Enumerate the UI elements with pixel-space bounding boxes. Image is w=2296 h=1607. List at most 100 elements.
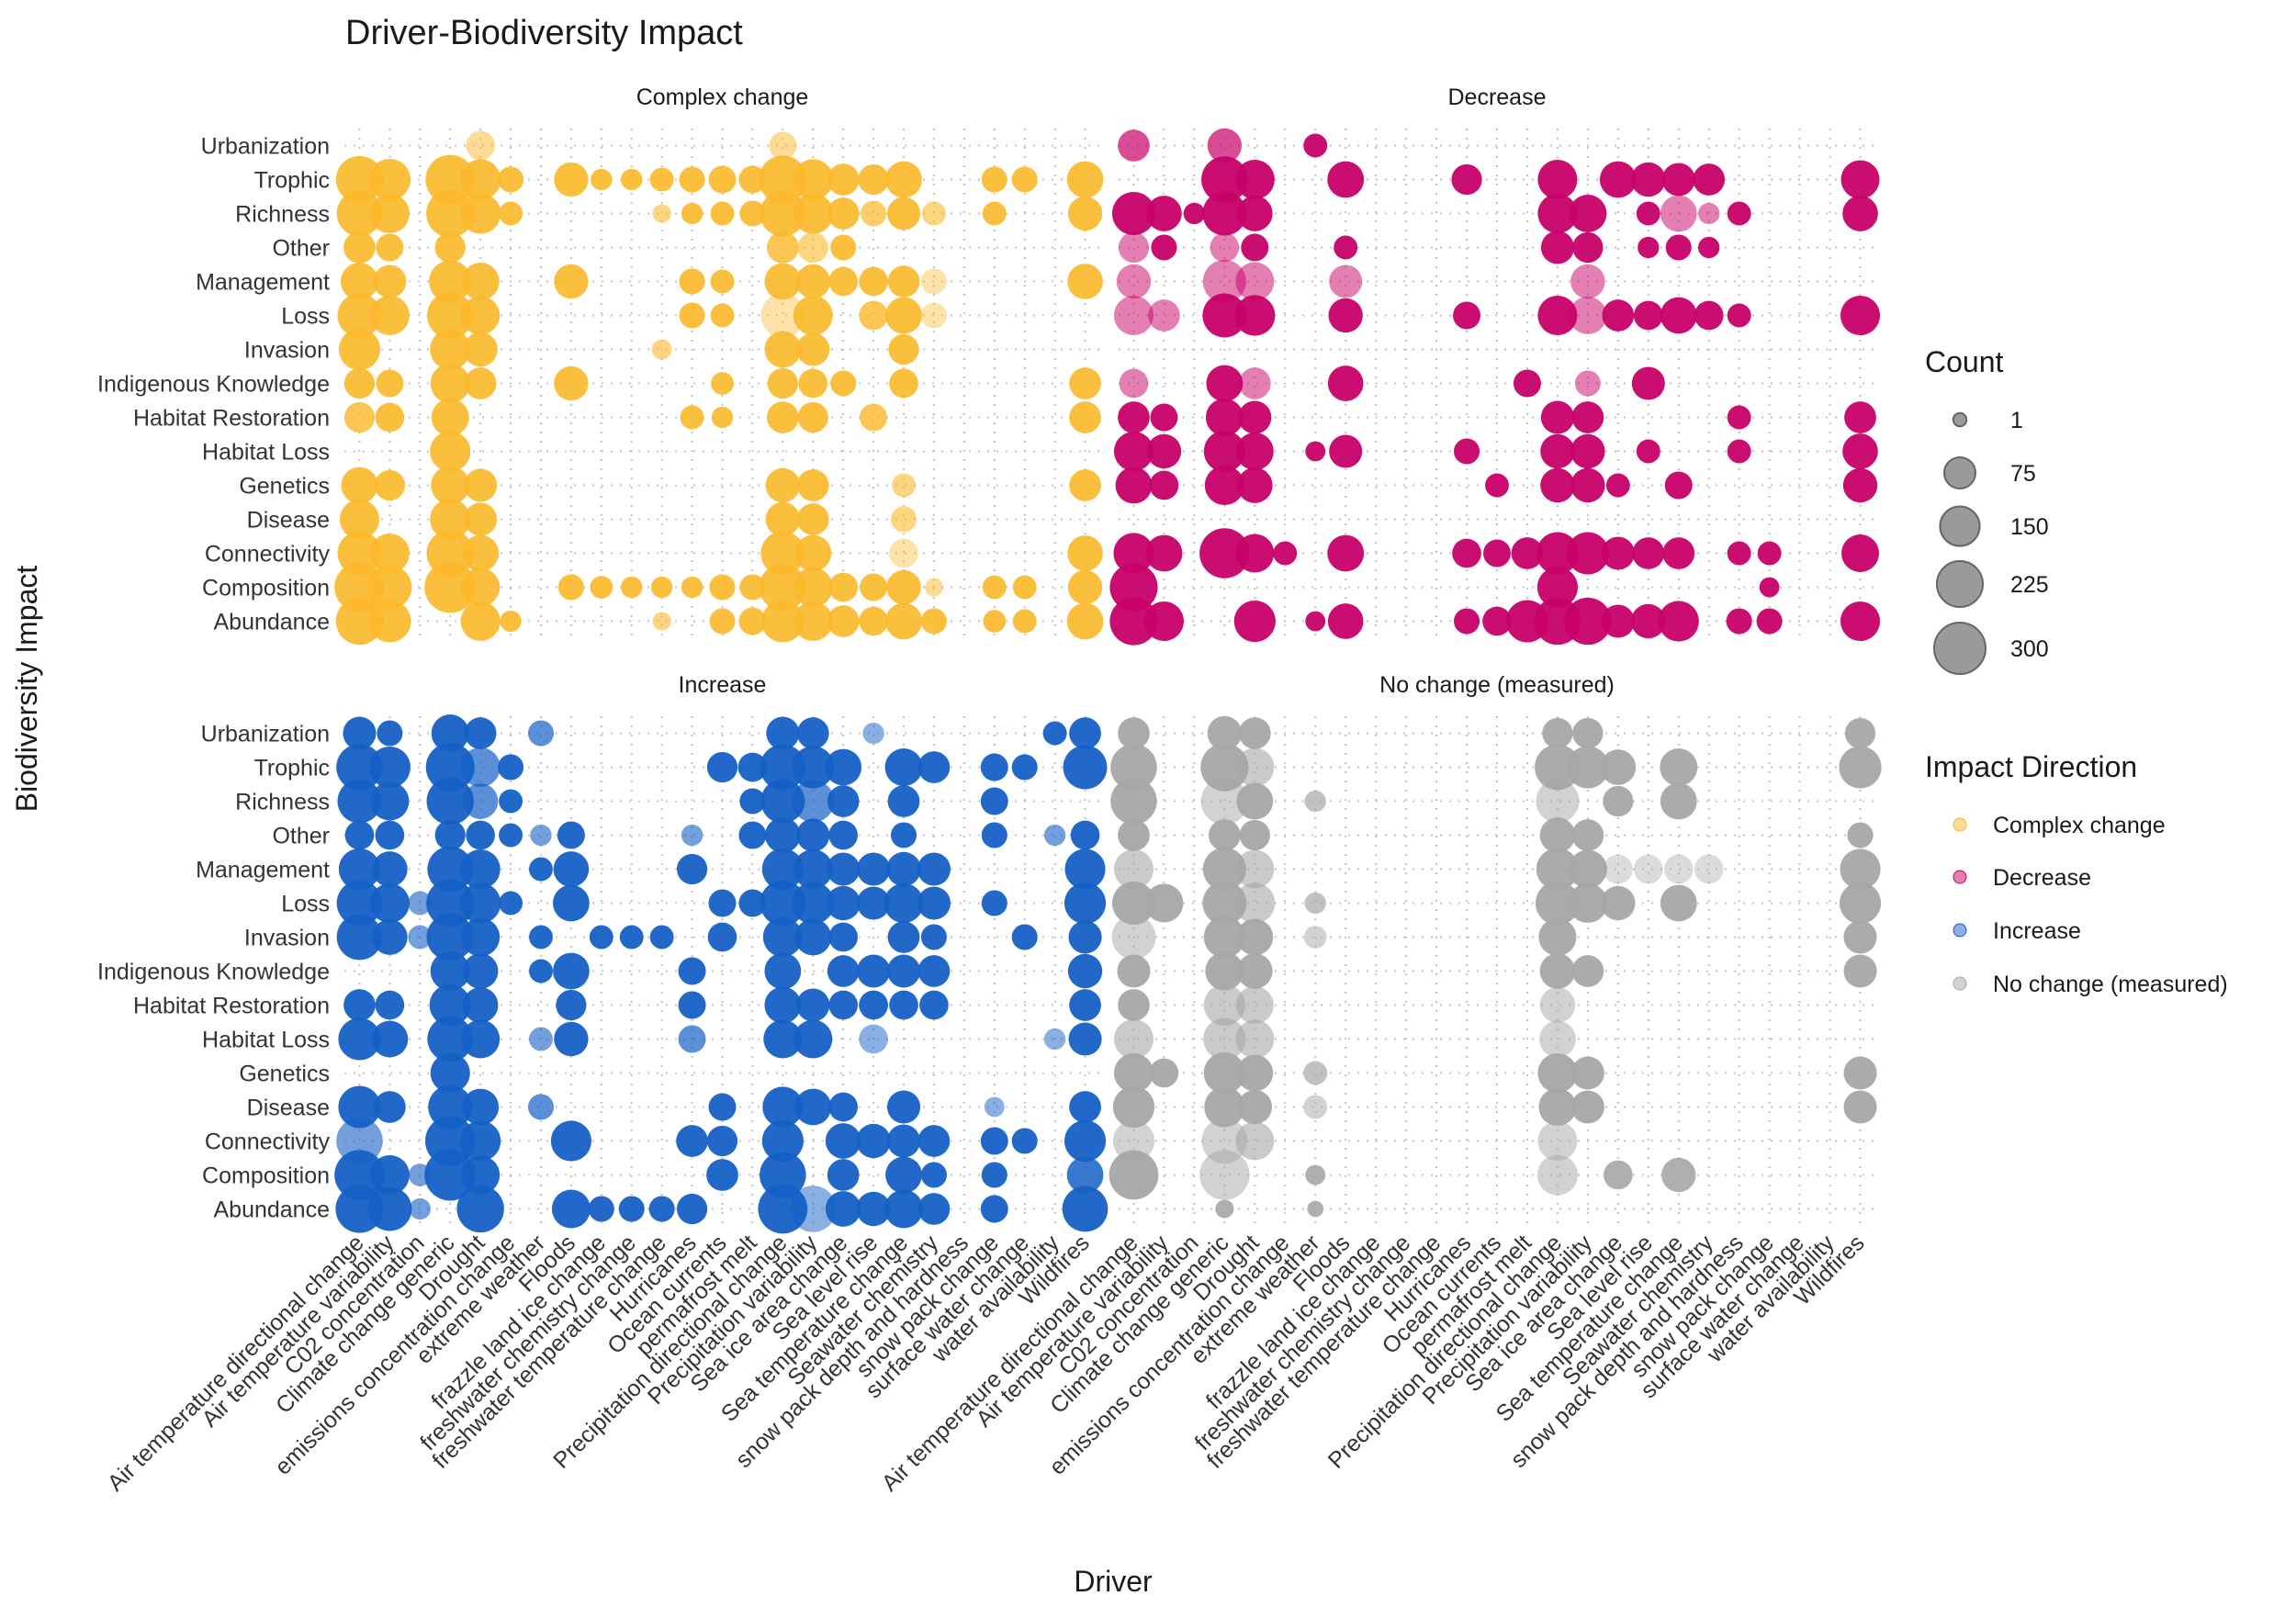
data-point xyxy=(1118,231,1150,264)
data-point xyxy=(1111,881,1155,926)
data-point xyxy=(765,501,801,537)
data-point xyxy=(434,231,466,264)
data-point xyxy=(1843,1090,1877,1124)
data-point xyxy=(408,1163,432,1186)
data-point xyxy=(1327,534,1365,572)
data-point xyxy=(759,563,807,612)
data-point xyxy=(857,954,891,988)
size-legend-label: 150 xyxy=(2010,514,2049,540)
data-point xyxy=(650,576,673,599)
data-point xyxy=(1203,1017,1246,1061)
data-point xyxy=(343,367,376,399)
data-point xyxy=(710,269,735,294)
data-point xyxy=(557,821,585,849)
data-point xyxy=(1694,300,1724,331)
size-legend-label: 300 xyxy=(2010,636,2049,662)
data-point xyxy=(1571,401,1604,433)
data-point xyxy=(680,405,704,430)
data-point xyxy=(1535,881,1580,926)
data-point xyxy=(460,193,501,234)
data-point xyxy=(1234,882,1276,924)
data-point xyxy=(1482,606,1512,636)
data-point xyxy=(461,917,501,957)
data-point xyxy=(1843,920,1877,954)
data-point xyxy=(651,339,672,360)
data-point xyxy=(1601,604,1635,638)
data-point xyxy=(336,744,383,791)
data-point xyxy=(527,1094,555,1120)
data-point xyxy=(920,924,947,950)
data-point xyxy=(793,1019,833,1059)
data-point xyxy=(1305,1164,1326,1186)
data-point xyxy=(1664,471,1693,500)
size-legend-label: 75 xyxy=(2010,461,2036,487)
data-point xyxy=(886,569,921,605)
data-point xyxy=(1328,298,1363,333)
data-point xyxy=(982,201,1007,226)
data-point xyxy=(375,820,405,850)
data-point xyxy=(621,168,643,191)
data-point xyxy=(1633,854,1663,884)
data-point xyxy=(1238,400,1272,434)
data-point xyxy=(429,983,471,1027)
data-point xyxy=(1068,920,1102,954)
data-point xyxy=(426,879,475,927)
data-point xyxy=(426,189,475,238)
data-point xyxy=(590,576,613,599)
data-point xyxy=(460,882,501,924)
data-point xyxy=(762,1086,804,1128)
data-point xyxy=(1483,539,1511,568)
data-point xyxy=(551,1189,591,1229)
data-point xyxy=(1727,303,1751,328)
data-point xyxy=(764,331,802,368)
data-point xyxy=(892,473,916,498)
data-point xyxy=(1203,1051,1245,1095)
data-point xyxy=(1205,951,1244,991)
data-point xyxy=(1199,528,1250,579)
data-point xyxy=(860,403,888,432)
data-point xyxy=(498,166,524,193)
data-point xyxy=(828,922,859,952)
data-point xyxy=(409,1197,431,1220)
data-point xyxy=(859,1024,888,1054)
data-point xyxy=(917,852,951,886)
data-point xyxy=(1237,1089,1273,1125)
color-legend-label: Decrease xyxy=(1993,865,2091,891)
data-point xyxy=(554,1021,589,1057)
data-point xyxy=(464,502,498,536)
data-point xyxy=(1727,201,1751,226)
data-point xyxy=(1636,439,1660,464)
data-point xyxy=(760,880,806,927)
data-point xyxy=(1566,746,1609,789)
data-point xyxy=(890,506,917,533)
data-point xyxy=(1570,1056,1604,1090)
data-point xyxy=(828,990,859,1020)
data-point xyxy=(1693,163,1726,196)
data-point xyxy=(825,748,862,786)
y-tick-label: Trophic xyxy=(254,168,330,194)
y-tick-label: Disease xyxy=(247,508,330,534)
data-point xyxy=(796,503,829,535)
data-point xyxy=(1843,954,1877,988)
data-point xyxy=(368,746,411,789)
data-point xyxy=(1694,854,1724,884)
data-point xyxy=(738,821,767,849)
y-tick-label: Richness xyxy=(235,202,330,228)
data-point xyxy=(1568,882,1608,924)
y-tick-label: Richness xyxy=(235,790,330,815)
data-point xyxy=(552,952,590,990)
data-point xyxy=(1307,1200,1324,1218)
data-point xyxy=(796,988,830,1022)
gridlines xyxy=(1119,716,1875,1226)
data-point xyxy=(1327,603,1364,639)
data-point xyxy=(1727,405,1751,430)
data-point xyxy=(1538,918,1577,956)
data-point xyxy=(375,990,405,1020)
x-axis-title: Driver xyxy=(1074,1565,1153,1598)
data-point xyxy=(707,922,737,952)
data-point xyxy=(1118,819,1150,851)
data-point xyxy=(1110,778,1157,825)
data-point xyxy=(343,989,376,1021)
data-point xyxy=(1109,1150,1159,1200)
data-point xyxy=(425,154,476,205)
